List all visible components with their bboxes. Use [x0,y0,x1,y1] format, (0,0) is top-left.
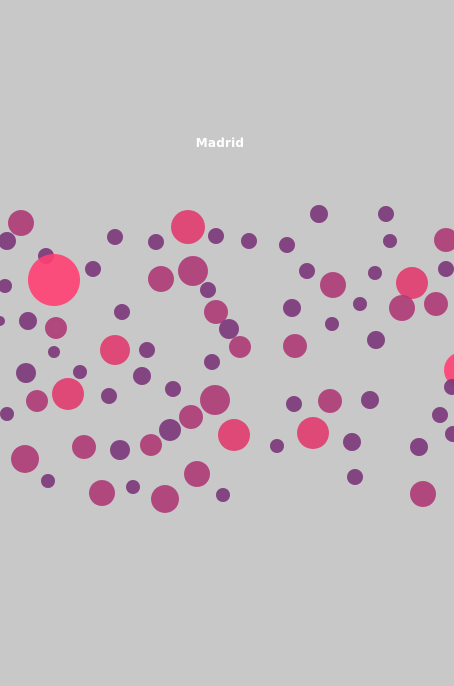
bubble-53 [325,317,339,331]
bubble-38 [219,319,239,339]
bubble-63 [353,297,367,311]
bubble-50 [310,205,328,223]
bubble-59 [343,433,361,451]
bubble-21 [114,304,130,320]
bubble-48 [279,237,295,253]
bubble-66 [383,234,397,248]
bubble-8 [45,317,67,339]
bubble-67 [396,267,428,299]
bubble-42 [179,405,203,429]
bubble-60 [347,469,363,485]
bubble-62 [367,331,385,349]
bubble-46 [208,228,224,244]
bubble-2 [0,232,16,250]
city-title: Madrid [195,136,245,150]
bubble-15 [11,445,39,473]
bubble-45 [216,488,230,502]
bubble-58 [270,439,284,453]
bubble-52 [283,299,301,317]
bubble-37 [204,300,228,324]
bubble-7 [19,312,37,330]
bubble-31 [165,381,181,397]
bubble-28 [151,485,179,513]
bubble-30 [159,419,181,441]
bubble-32 [148,234,164,250]
bubble-39 [229,336,251,358]
bubble-17 [72,435,96,459]
bubble-65 [378,206,394,222]
bubble-16 [41,474,55,488]
bubble-49 [299,263,315,279]
bubble-64 [368,266,382,280]
bubble-25 [101,388,117,404]
bubble-19 [107,229,123,245]
bubble-36 [200,282,216,298]
bubble-47 [241,233,257,249]
bubble-68 [389,295,415,321]
bubble-43 [218,419,250,451]
bubble-26 [110,440,130,460]
bubble-56 [318,389,342,413]
bubble-34 [171,210,205,244]
bubble-40 [204,354,220,370]
bubble-57 [297,417,329,449]
bubble-70 [434,228,454,252]
bubble-77 [410,481,436,507]
bubble-10 [16,363,36,383]
bubble-54 [283,334,307,358]
bubble-11 [26,390,48,412]
bubble-61 [361,391,379,409]
bubble-76 [410,438,428,456]
bubble-20 [85,261,101,277]
bubble-5 [0,279,12,293]
bubble-23 [139,342,155,358]
bubble-41 [200,385,230,415]
bubble-71 [438,261,454,277]
bubble-69 [424,292,448,316]
bubble-74 [432,407,448,423]
bubble-75 [445,426,454,442]
bubble-72 [444,353,454,387]
bubble-33 [148,266,174,292]
bubble-73 [444,379,454,395]
bubble-44 [184,461,210,487]
bubble-9 [48,346,60,358]
bubble-22 [100,335,130,365]
bubble-51 [320,272,346,298]
bubble-13 [73,365,87,379]
bubble-4 [28,254,80,306]
bubble-12 [52,378,84,410]
bubble-27 [126,480,140,494]
bubble-55 [286,396,302,412]
bubble-14 [0,407,14,421]
bubble-24 [133,367,151,385]
bubble-18 [89,480,115,506]
bubble-35 [178,256,208,286]
bubble-6 [0,316,5,326]
bubble-1 [8,210,34,236]
bubble-29 [140,434,162,456]
